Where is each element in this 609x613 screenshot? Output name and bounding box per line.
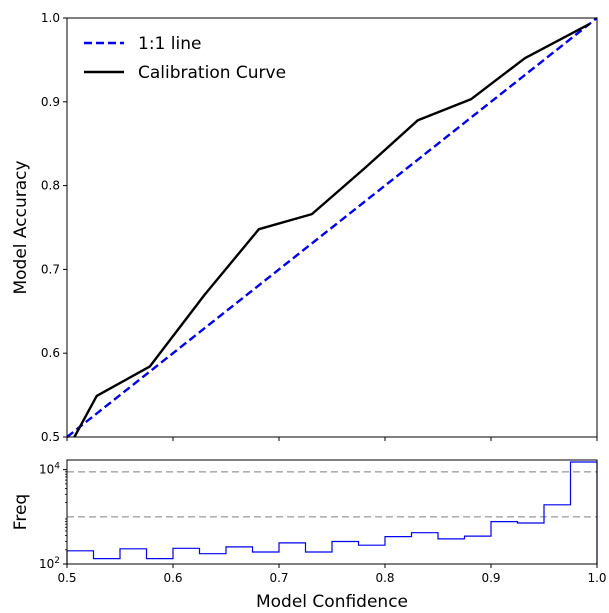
y-tick-label: 0.5: [41, 430, 60, 444]
calibration-plot-ticks: 0.5 0.6 0.7 0.8 0.9 1.0: [41, 11, 598, 444]
legend-label-identity: 1:1 line: [138, 34, 201, 54]
y-tick-label: 102: [39, 556, 60, 571]
x-tick-label: 0.5: [57, 571, 76, 585]
histogram-frame: [66, 459, 598, 565]
x-axis-title-confidence: Model Confidence: [256, 592, 408, 612]
calibration-plot-data-area: [66, 17, 598, 438]
histogram-ticks: 0.5 0.6 0.7 0.8 0.9 1.0 102 104: [39, 462, 607, 585]
legend: 1:1 line Calibration Curve: [84, 34, 286, 83]
series-line-identity: [66, 17, 598, 438]
x-tick-label: 0.7: [269, 571, 288, 585]
histogram-step-line: [66, 461, 598, 564]
y-axis-title-freq: Freq: [11, 494, 31, 530]
y-tick-label: 0.8: [41, 179, 60, 193]
x-tick-label: 1.0: [587, 571, 606, 585]
y-tick-label: 0.7: [41, 262, 60, 276]
calibration-plot-panel: 0.5 0.6 0.7 0.8 0.9 1.0 Model Accuracy 1:1 li…: [11, 11, 598, 444]
frequency-histogram-panel: 0.5 0.6 0.7 0.8 0.9 1.0 102 104 Freq Model Conf…: [11, 459, 607, 612]
y-tick-label: 0.6: [41, 346, 60, 360]
y-tick-label: 0.9: [41, 95, 60, 109]
series-line-calibration: [73, 22, 591, 438]
x-tick-label: 0.8: [375, 571, 394, 585]
x-tick-label: 0.6: [163, 571, 182, 585]
x-tick-label: 0.9: [481, 571, 500, 585]
calibration-plot-frame: [66, 17, 598, 438]
histogram-data-area: [66, 461, 598, 564]
y-tick-label: 1.0: [41, 11, 60, 25]
y-tick-label: 104: [39, 462, 60, 477]
legend-label-calibration: Calibration Curve: [138, 63, 286, 83]
y-axis-title-accuracy: Model Accuracy: [11, 160, 31, 294]
